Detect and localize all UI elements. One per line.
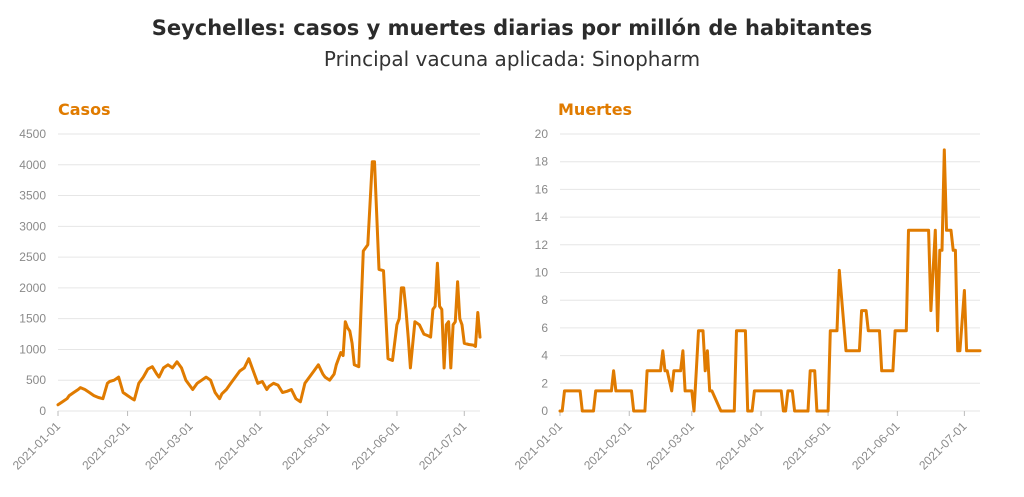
- casos-series-line: [56, 160, 482, 407]
- muertes-ytick-label: 4: [541, 349, 548, 363]
- casos-xtick-label: 2021-03-01: [142, 419, 196, 473]
- muertes-ytick-label: 10: [535, 266, 549, 280]
- casos-ytick-label: 500: [26, 373, 46, 387]
- casos-xtick-label: 2021-04-01: [212, 419, 266, 473]
- muertes-ytick-label: 12: [535, 238, 549, 252]
- muertes-xtick-label: 2021-04-01: [713, 419, 767, 473]
- muertes-xtick-label: 2021-05-01: [780, 419, 834, 473]
- muertes-panel: Muertes 0 2 4 6 8 10 12 14 16 18 20 2021-01-01 2021-0…: [512, 100, 982, 473]
- muertes-xtick-label: 2021-01-01: [512, 419, 565, 473]
- muertes-ytick-label: 16: [535, 182, 549, 196]
- casos-xtick-label: 2021-01-01: [10, 419, 64, 473]
- casos-ytick-label: 4500: [19, 127, 46, 141]
- muertes-ytick-label: 18: [535, 155, 549, 169]
- muertes-ytick-label: 6: [541, 321, 548, 335]
- muertes-xtick-label: 2021-06-01: [849, 419, 903, 473]
- casos-ytick-label: 0: [39, 404, 46, 418]
- muertes-ytick-label: 20: [535, 127, 549, 141]
- casos-ytick-label: 1000: [19, 342, 46, 356]
- casos-panel-title: Casos: [58, 100, 111, 119]
- muertes-panel-title: Muertes: [558, 100, 632, 119]
- casos-ytick-label: 3500: [19, 189, 46, 203]
- muertes-xtick-label: 2021-02-01: [581, 419, 635, 473]
- muertes-xtick-label: 2021-07-01: [916, 419, 970, 473]
- casos-xtick-label: 2021-02-01: [79, 419, 133, 473]
- casos-ytick-label: 2500: [19, 250, 46, 264]
- casos-xtick-label: 2021-06-01: [349, 419, 403, 473]
- casos-ytick-label: 3000: [19, 219, 46, 233]
- chart-title: Seychelles: casos y muertes diarias por …: [151, 16, 873, 40]
- casos-xtick-label: 2021-07-01: [416, 419, 470, 473]
- muertes-ytick-label: 0: [541, 404, 548, 418]
- muertes-series-line: [558, 148, 982, 413]
- casos-ytick-label: 1500: [19, 312, 46, 326]
- casos-xtick-label: 2021-05-01: [279, 419, 333, 473]
- casos-ytick-label: 4000: [19, 158, 46, 172]
- muertes-xtick-label: 2021-03-01: [644, 419, 698, 473]
- muertes-ytick-label: 14: [535, 210, 549, 224]
- chart-subtitle: Principal vacuna aplicada: Sinopharm: [323, 47, 701, 71]
- muertes-ytick-label: 8: [541, 293, 548, 307]
- casos-ytick-label: 2000: [19, 281, 46, 295]
- casos-panel: Casos 0 500 1000 1500 2000 2500 3000 3500 4000 450…: [10, 100, 482, 473]
- muertes-ytick-label: 2: [541, 376, 548, 390]
